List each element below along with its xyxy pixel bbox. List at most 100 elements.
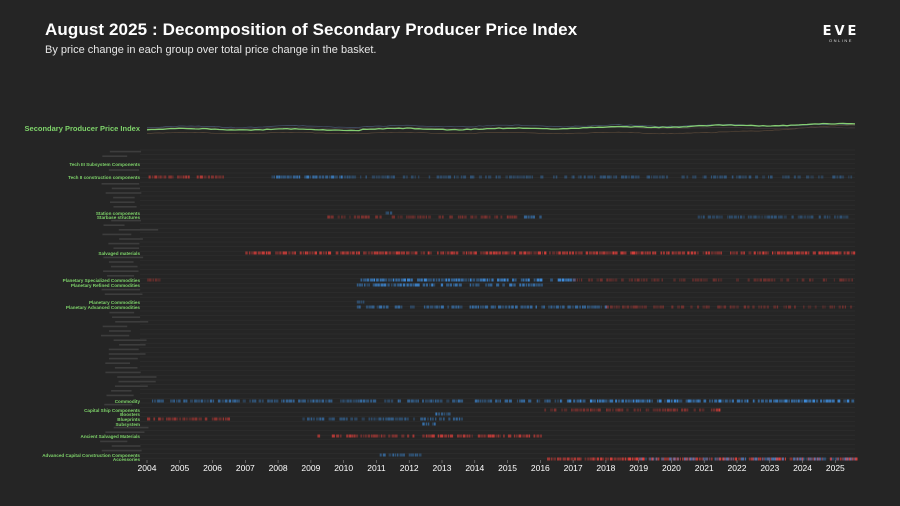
heatmap-cell	[261, 251, 265, 255]
heatmap-cell	[359, 305, 361, 309]
heatmap-cell	[464, 215, 467, 219]
heatmap-cell	[774, 457, 777, 461]
heatmap-cell	[523, 251, 527, 255]
heatmap-cell	[254, 399, 257, 403]
heatmap-cell	[823, 215, 827, 219]
heatmap-cell	[837, 399, 841, 403]
heatmap-cell	[537, 283, 540, 287]
heatmap-cell	[499, 399, 501, 403]
heatmap-cell	[818, 251, 821, 255]
heatmap-cell	[760, 399, 764, 403]
heatmap-cell	[850, 175, 853, 179]
heatmap-cell	[312, 251, 314, 255]
heatmap-cell	[352, 251, 355, 255]
heatmap-cell	[364, 215, 368, 219]
heatmap-cell	[185, 417, 188, 421]
heatmap-cell	[768, 399, 772, 403]
heatmap-cell	[331, 417, 335, 421]
heatmap-cell	[657, 278, 660, 282]
heatmap-cell	[699, 457, 701, 461]
heatmap-cell	[634, 305, 638, 309]
heatmap-cell	[574, 305, 579, 309]
heatmap-cell	[423, 278, 427, 282]
heatmap-cell	[162, 175, 164, 179]
heatmap-cell	[282, 399, 285, 403]
heatmap-cell	[663, 175, 665, 179]
heatmap-cell	[166, 417, 168, 421]
heatmap-cell	[552, 251, 556, 255]
heatmap-cell	[485, 251, 489, 255]
heatmap-cell	[684, 457, 688, 461]
heatmap-cell	[583, 408, 586, 412]
heatmap-cell	[774, 251, 776, 255]
heatmap-cell	[826, 215, 828, 219]
heatmap-cell	[469, 278, 472, 282]
heatmap-cell	[579, 175, 582, 179]
heatmap-cell	[307, 399, 310, 403]
heatmap-cell	[674, 251, 678, 255]
heatmap-cell	[500, 215, 503, 219]
heatmap-cell	[564, 175, 568, 179]
heatmap-cell	[666, 399, 671, 403]
heatmap-cell	[425, 434, 428, 438]
heatmap-cell	[390, 417, 394, 421]
heatmap-cell	[513, 434, 516, 438]
heatmap-cell	[664, 457, 666, 461]
heatmap-cell	[384, 399, 387, 403]
heatmap-cell	[489, 283, 493, 287]
heatmap-cell	[495, 399, 498, 403]
heatmap-cell	[345, 251, 347, 255]
heatmap-cell	[821, 457, 824, 461]
heatmap-cell	[394, 434, 398, 438]
heatmap-cell	[757, 215, 761, 219]
heatmap-cell	[746, 399, 749, 403]
heatmap-cell	[444, 251, 447, 255]
heatmap-cell	[319, 251, 322, 255]
heatmap-cell	[692, 457, 696, 461]
heatmap-cell	[666, 175, 669, 179]
faint-row-label	[106, 394, 134, 397]
heatmap-cell	[455, 417, 458, 421]
heatmap-cell	[487, 215, 489, 219]
heatmap-cell	[689, 457, 693, 461]
index-main-line	[146, 122, 856, 132]
heatmap-cell	[574, 408, 579, 412]
heatmap-cell	[585, 251, 588, 255]
heatmap-cell	[642, 278, 645, 282]
heatmap-cell	[487, 283, 490, 287]
heatmap-cell	[504, 399, 508, 403]
heatmap-cell	[495, 251, 498, 255]
faint-row-label	[101, 288, 141, 291]
heatmap-cell	[496, 283, 500, 287]
heatmap-cell	[236, 399, 239, 403]
heatmap-cell	[495, 215, 499, 219]
heatmap-cell	[481, 305, 485, 309]
heatmap-cell	[503, 434, 505, 438]
heatmap-cell	[376, 278, 379, 282]
heatmap-cell	[626, 305, 630, 309]
heatmap-cell	[718, 408, 721, 412]
heatmap-cell	[419, 215, 422, 219]
heatmap-cell	[442, 417, 445, 421]
heatmap-cell	[443, 412, 446, 416]
heatmap-cell	[837, 457, 839, 461]
heatmap-cell	[825, 399, 829, 403]
heatmap-cell	[610, 399, 614, 403]
faint-row-label	[100, 440, 128, 443]
heatmap-cell	[681, 408, 684, 412]
heatmap-cell	[306, 175, 309, 179]
heatmap-cell	[409, 283, 413, 287]
heatmap-cell	[390, 283, 393, 287]
heatmap-cell	[849, 457, 853, 461]
heatmap-cell	[431, 434, 435, 438]
heatmap-cell	[450, 251, 454, 255]
heatmap-cell	[658, 408, 661, 412]
heatmap-cell	[371, 434, 373, 438]
heatmap-cell	[830, 457, 834, 461]
heatmap-cell	[775, 399, 779, 403]
logo-main-text: EVE	[822, 24, 860, 39]
heatmap-cell	[796, 251, 799, 255]
heatmap-cell	[346, 399, 350, 403]
heatmap-cell	[836, 175, 839, 179]
faint-row-label	[101, 183, 140, 185]
